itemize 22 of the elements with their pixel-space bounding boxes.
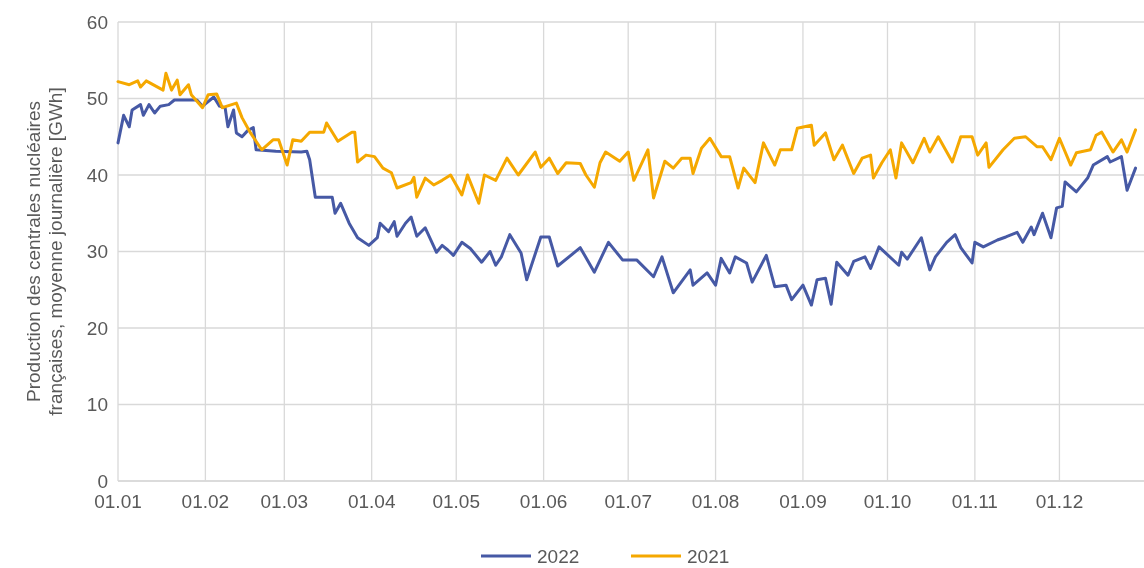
x-tick-label: 01.05 — [432, 491, 481, 512]
y-tick-label: 10 — [86, 394, 108, 416]
x-tick-label: 01.10 — [863, 491, 912, 512]
y-tick-label: 20 — [86, 317, 108, 339]
x-tick-label: 01.12 — [1035, 491, 1084, 512]
legend-label: 2021 — [687, 545, 730, 567]
y-tick-label: 40 — [86, 164, 108, 186]
y-tick-label: 60 — [86, 11, 108, 33]
x-tick-label: 01.03 — [260, 491, 309, 512]
x-tick-label: 01.08 — [691, 491, 740, 512]
x-tick-label: 01.09 — [779, 491, 827, 512]
y-axis-title: Production des centrales nucléaires françaises, moyenne journalière [GWh] — [23, 87, 66, 416]
x-tick-label: 01.01 — [94, 491, 142, 512]
x-tick-label: 01.11 — [951, 491, 998, 512]
y-tick-label: 30 — [86, 241, 108, 263]
legend-label: 2022 — [537, 545, 580, 567]
y-tick-label: 50 — [86, 88, 108, 110]
y-tick-label: 0 — [97, 470, 108, 492]
x-tick-label: 01.02 — [181, 491, 230, 512]
x-tick-label: 01.07 — [604, 491, 652, 512]
x-tick-label: 01.04 — [347, 491, 396, 512]
x-tick-label: 01.06 — [519, 491, 568, 512]
